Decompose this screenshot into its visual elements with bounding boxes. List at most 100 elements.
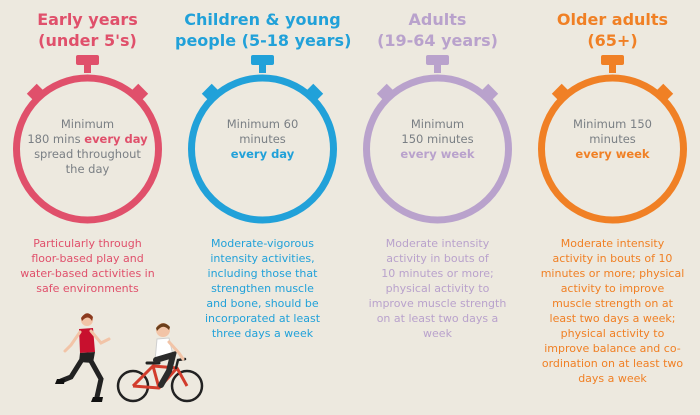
title-line: (under 5's) [38,31,137,50]
description-line: improve muscle strength [368,297,507,310]
stopwatch-left-button [26,83,46,103]
description-line: and bone, should be [206,297,319,310]
description-line: minutes or more; physical [540,267,685,280]
stopwatch-face [538,74,687,224]
stopwatch-right-button [479,83,499,103]
column-adults: Adults (19-64 years) Minimum 150 minutes eve… [350,0,525,415]
stopwatch-top-button [426,55,449,65]
timer-line: Minimum [0,117,175,132]
column-title: Children & young people (5-18 years) [175,9,352,51]
stopwatch-top-button [251,55,274,65]
title-line: people (5-18 years) [175,31,352,50]
stopwatch-icon [363,55,512,224]
timer-segment: Minimum [60,117,115,131]
timer-line: 150 minutes [350,132,525,147]
stopwatch-right-button [654,83,674,103]
column-title: Older adults (65+) [525,9,700,51]
stopwatch-right-button [304,83,324,103]
column-description: Moderate intensity activity in bouts of 10… [350,236,525,341]
stopwatch-icon [13,55,162,224]
title-line: Early years [37,10,138,29]
timer-segment: Minimum [410,117,465,131]
timer-line: Minimum 60 [175,117,350,132]
title-line: Children & young [184,10,341,29]
description-line: activity in bouts of 10 [552,252,673,265]
description-line: intensity activities, [210,252,315,265]
column-description: Moderate-vigorous intensity activities, in… [175,236,350,341]
description-line: floor-based play and [31,252,144,265]
timer-line: spread throughout [0,147,175,162]
column-older-adults: Older adults (65+) Minimum 150 minutes every… [525,0,700,415]
description-line: physical activity to [560,327,665,340]
column-description: Moderate intensity activity in bouts of 1… [525,236,700,386]
timer-segment: minutes [589,132,636,146]
description-line: strengthen muscle [211,282,314,295]
stopwatch-left-button [551,83,571,103]
description-line: including those that [207,267,318,280]
timer-line: minutes [525,132,700,147]
stopwatch-stem [259,63,266,73]
timer-text: Minimum 60 minutes every day [175,117,350,162]
stopwatch-icon [188,55,337,224]
title-line: Older adults [556,10,669,29]
timer-text: Minimum 180 mins every day spread througho… [0,117,175,177]
description-line: 10 minutes or more; [381,267,494,280]
timer-line: Minimum 150 [525,117,700,132]
description-line: least two days a week; [549,312,676,325]
timer-segment: Minimum 150 [573,117,652,131]
column-title: Adults (19-64 years) [350,9,525,51]
stopwatch-face [363,74,512,224]
description-line: Moderate intensity [560,237,665,250]
description-line: incorporated at least [204,312,321,325]
timer-segment: Minimum 60 [226,117,299,131]
stopwatch-left-button [376,83,396,103]
description-line: on at least two days a [376,312,499,325]
title-line: (65+) [587,31,638,50]
description-line: improve balance and co- [544,342,681,355]
timer-line: Minimum [350,117,525,132]
timer-text: Minimum 150 minutes every week [350,117,525,162]
timer-line: the day [0,162,175,177]
timer-line: every week [525,147,700,162]
timer-segment: 150 minutes [401,132,474,146]
description-line: muscle strength on at [552,297,673,310]
timer-line: 180 mins every day [0,132,175,147]
stopwatch-icon [538,55,687,224]
description-line: safe environments [36,282,139,295]
timer-line: every day [175,147,350,162]
timer-emphasis: every week [400,147,475,161]
timer-line: minutes [175,132,350,147]
stopwatch-right-button [129,83,149,103]
description-line: ordination on at least two [541,357,684,370]
stopwatch-top-button [601,55,624,65]
title-line: Adults [408,10,467,29]
stopwatch-stem [609,63,616,73]
timer-segment: spread throughout [34,147,141,161]
description-line: three days a week [211,327,314,340]
column-title: Early years (under 5's) [0,9,175,51]
column-early-years: Early years (under 5's) Minimum 180 mins ev… [0,0,175,415]
description-line: water-based activities in [20,267,155,280]
timer-segment: the day [65,162,110,176]
stopwatch-stem [434,63,441,73]
timer-line: every week [350,147,525,162]
stopwatch-face [188,74,337,224]
description-line: physical activity to [385,282,490,295]
description-line: week [423,327,452,340]
description-line: Particularly through [33,237,142,250]
timer-emphasis: every day [230,147,295,161]
timer-emphasis: every day [84,132,148,146]
timer-segment: minutes [239,132,286,146]
timer-text: Minimum 150 minutes every week [525,117,700,162]
column-children: Children & young people (5-18 years) Minim… [175,0,352,415]
title-line: (19-64 years) [377,31,498,50]
timer-segment: 180 mins [27,132,85,146]
stopwatch-stem [84,63,91,73]
stopwatch-top-button [76,55,99,65]
activity-illustration [55,313,204,403]
description-line: activity in bouts of [386,252,489,265]
description-line: activity to improve [560,282,665,295]
stopwatch-face [13,74,162,224]
timer-emphasis: every week [575,147,650,161]
cyclist-icon [116,323,204,403]
